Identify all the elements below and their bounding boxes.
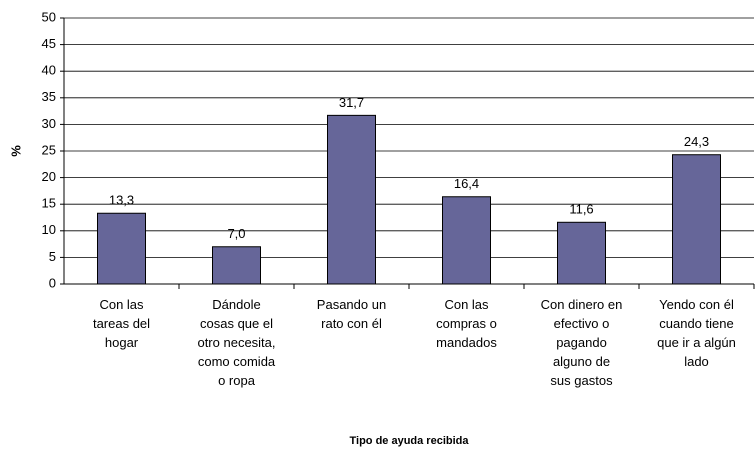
bar <box>442 196 491 285</box>
x-tick-label: Yendo con él cuando tiene que ir a algún la… <box>657 297 736 369</box>
bar <box>672 154 721 285</box>
bar <box>97 212 146 285</box>
bar <box>212 246 261 285</box>
x-tick-label: Con las tareas del hogar <box>93 297 150 350</box>
y-tick-label: 30 <box>42 116 56 131</box>
y-tick-label: 5 <box>49 249 56 264</box>
value-label: 31,7 <box>339 95 364 110</box>
bar <box>557 221 606 285</box>
y-tick-label: 25 <box>42 142 56 157</box>
y-tick-label: 20 <box>42 169 56 184</box>
x-tick-label: Con dinero en efectivo o pagando alguno de s… <box>541 297 623 388</box>
value-label: 24,3 <box>684 134 709 149</box>
value-label: 7,0 <box>227 226 245 241</box>
value-label: 16,4 <box>454 176 479 191</box>
y-tick-label: 15 <box>42 196 56 211</box>
x-tick-label: Pasando un rato con él <box>317 297 386 331</box>
y-axis-label: % <box>8 145 23 157</box>
y-tick-label: 40 <box>42 63 56 78</box>
x-tick-label: Dándole cosas que el otro necesita, como co… <box>197 297 275 388</box>
x-tick-label: Con las compras o mandados <box>436 297 497 350</box>
y-tick-label: 50 <box>42 9 56 24</box>
y-tick-label: 35 <box>42 89 56 104</box>
y-tick-label: 45 <box>42 36 56 51</box>
bar <box>327 114 376 285</box>
x-axis-label: Tipo de ayuda recibida <box>350 435 470 447</box>
value-label: 11,6 <box>569 202 593 217</box>
value-label: 13,3 <box>109 193 134 208</box>
y-tick-label: 10 <box>42 222 56 237</box>
y-tick-label: 0 <box>49 275 56 290</box>
